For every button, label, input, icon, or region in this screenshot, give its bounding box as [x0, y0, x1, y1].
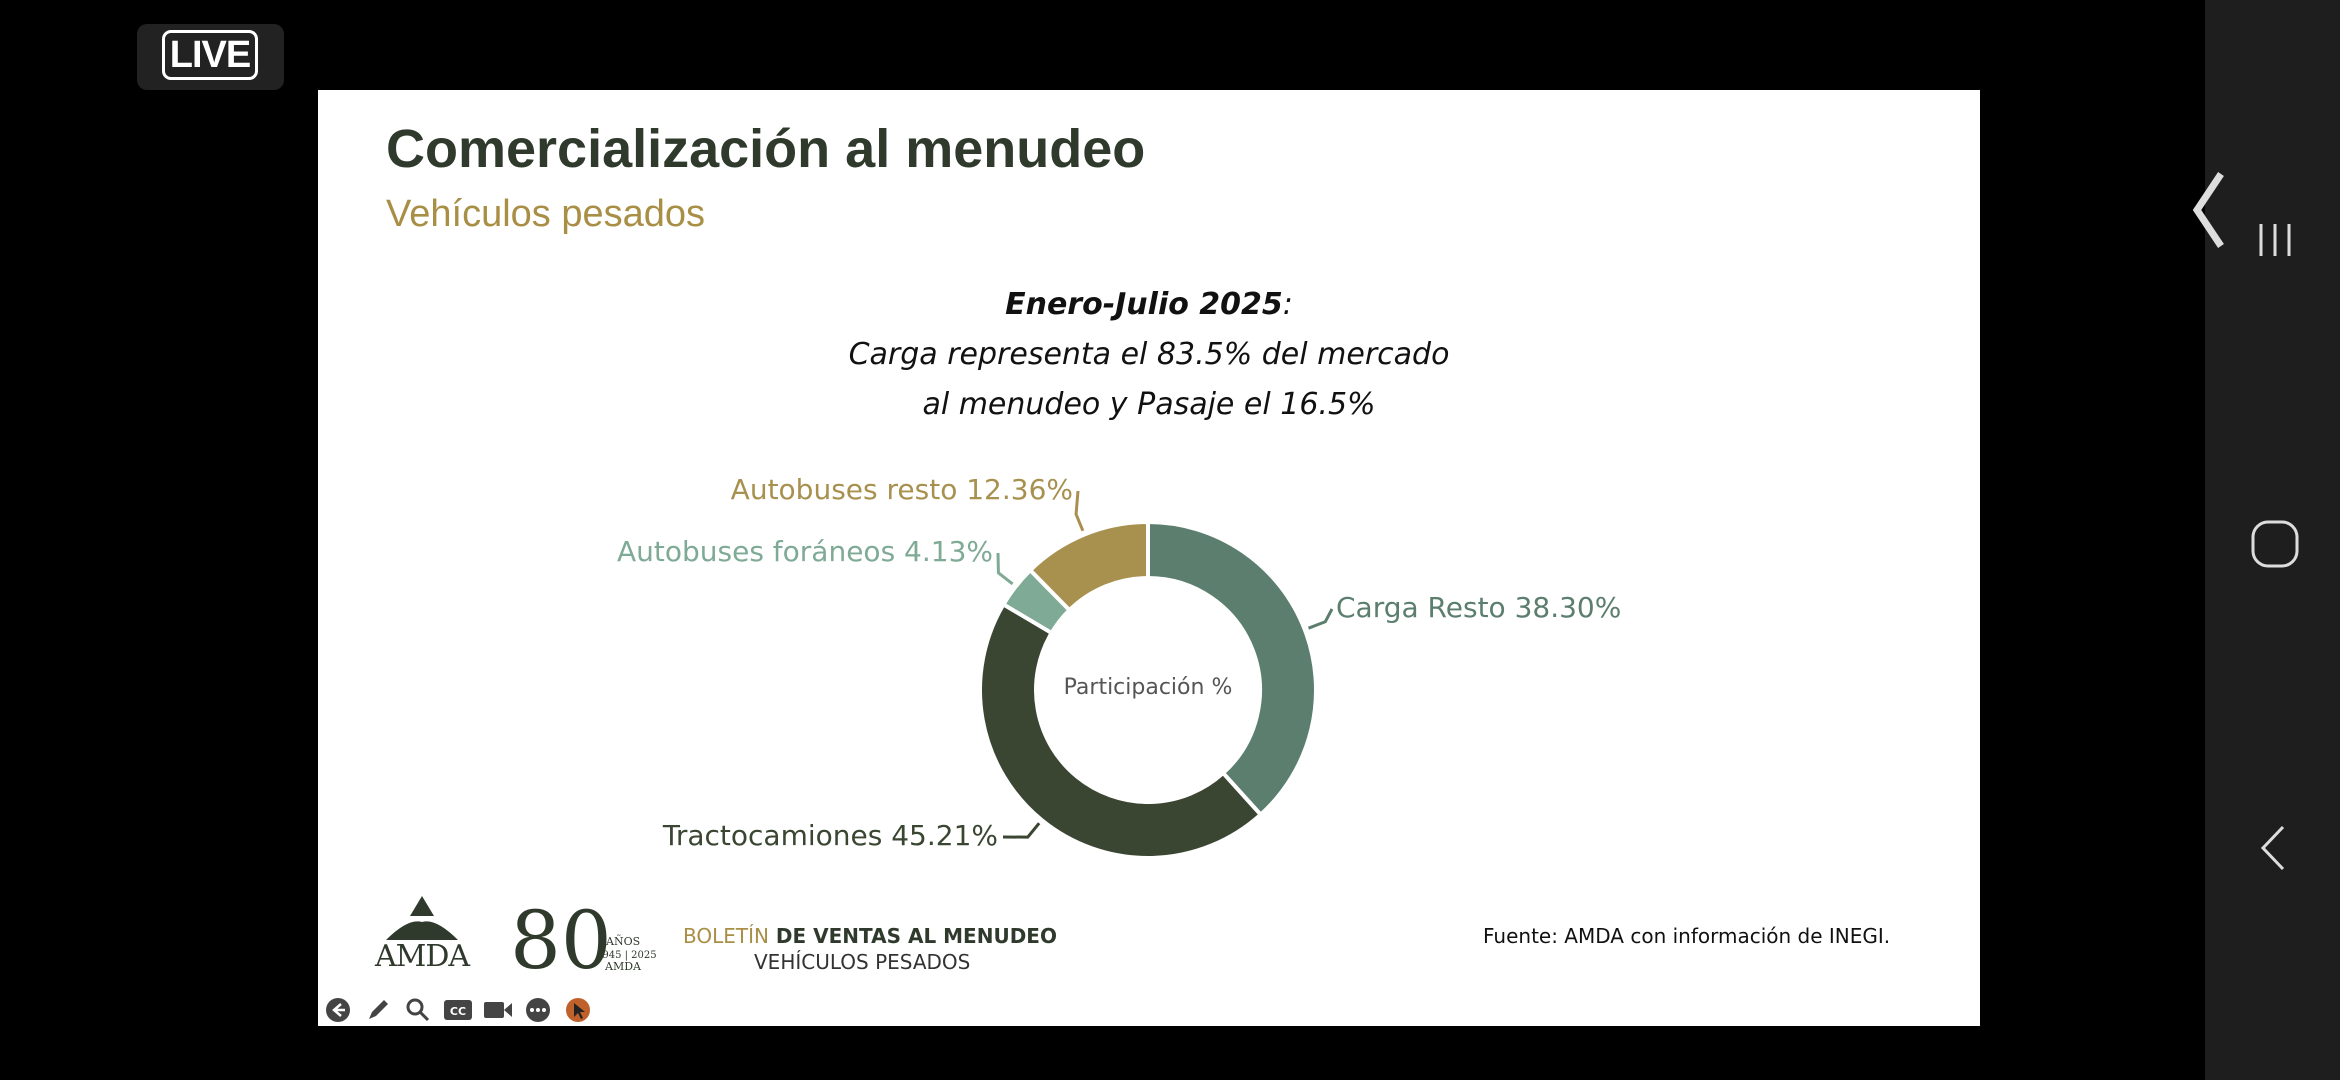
captions-icon[interactable]: CC: [438, 994, 478, 1026]
more-icon[interactable]: [518, 994, 558, 1026]
presentation-slide: Comercialización al menudeo Vehículos pe…: [318, 90, 1980, 1026]
anniversary-years: AÑOS: [605, 934, 640, 948]
slide-title: Comercialización al menudeo: [386, 119, 1146, 179]
slice-label: Tractocamiones 45.21%: [662, 819, 998, 852]
pointer-icon[interactable]: [558, 994, 598, 1026]
slice-label: Autobuses resto 12.36%: [731, 473, 1073, 506]
home-icon[interactable]: [2245, 514, 2305, 574]
slice-leader-line: [1002, 822, 1041, 839]
presentation-toolbar: CC: [318, 994, 598, 1026]
donut-center-label: Participación %: [1064, 675, 1233, 700]
pen-icon[interactable]: [358, 994, 398, 1026]
bulletin-title-light: BOLETÍN: [683, 924, 769, 948]
slice-label: Carga Resto 38.30%: [1336, 591, 1621, 624]
headline-period: Enero-Julio 2025: [1005, 287, 1283, 322]
bulletin-title-bold: DE VENTAS AL MENUDEO: [768, 924, 1057, 948]
slice-label: Autobuses foráneos 4.13%: [617, 535, 993, 568]
headline-line-1: Enero-Julio 2025:: [318, 287, 1980, 322]
live-badge: LIVE: [137, 24, 284, 90]
system-nav-bar: [2192, 0, 2340, 1080]
slice-leader-line: [1074, 490, 1085, 532]
source-note: Fuente: AMDA con información de INEGI.: [1483, 924, 1891, 948]
donut-slice: [1146, 519, 1318, 818]
donut-slice: [1027, 519, 1150, 613]
donut-chart: Carga Resto 38.30% Tractocamiones 45.21% A…: [617, 473, 1621, 860]
slice-leader-line: [1307, 608, 1334, 630]
donut-slice: [978, 601, 1264, 860]
anniversary-number: 80: [510, 894, 612, 980]
live-label: LIVE: [162, 30, 258, 80]
back-nav-icon[interactable]: [2245, 818, 2305, 878]
anniversary-logo: 80 AÑOS 1945 | 2025 AMDA: [510, 894, 657, 980]
headline-line-2: Carga representa el 83.5% del mercado: [848, 337, 1450, 372]
headline-line-3: al menudeo y Pasaje el 16.5%: [922, 387, 1376, 422]
bulletin-title: BOLETÍN DE VENTAS AL MENUDEO: [683, 924, 1057, 948]
slice-leader-line: [996, 552, 1014, 586]
anniversary-range: 1945 | 2025: [596, 950, 657, 961]
recent-apps-icon[interactable]: [2245, 210, 2305, 270]
headline-colon: :: [1282, 287, 1293, 322]
slide-subtitle: Vehículos pesados: [386, 193, 706, 235]
bulletin-subtitle: VEHÍCULOS PESADOS: [754, 950, 971, 974]
anniversary-org: AMDA: [604, 960, 642, 973]
collapse-panel-icon[interactable]: [2177, 170, 2237, 250]
amda-logo-text: AMDA: [374, 939, 470, 970]
svg-text:CC: CC: [450, 1005, 466, 1018]
amda-logo: AMDA: [374, 896, 471, 970]
back-icon[interactable]: [318, 994, 358, 1026]
camera-icon[interactable]: [478, 994, 518, 1026]
zoom-icon[interactable]: [398, 994, 438, 1026]
